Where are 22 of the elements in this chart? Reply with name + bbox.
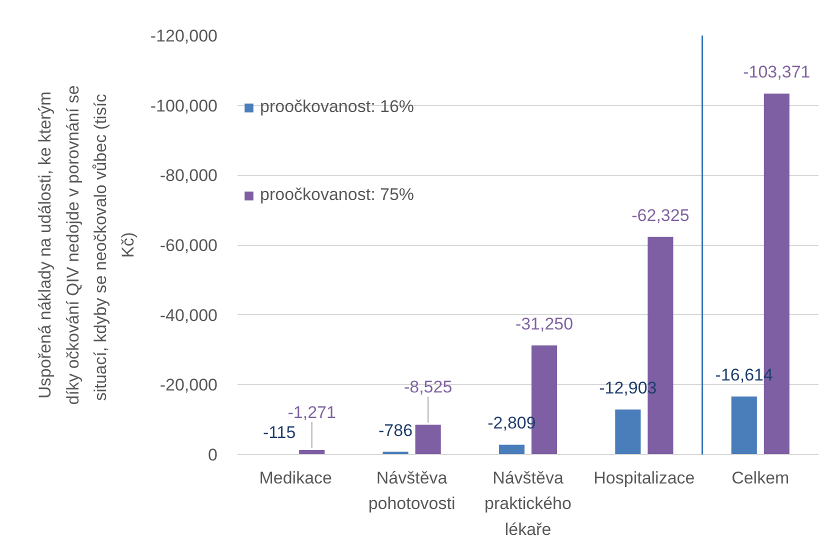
data-label: -103,371 [743, 62, 810, 82]
y-tick-label: -60,000 [160, 236, 218, 255]
y-tick-label: -100,000 [150, 96, 218, 116]
legend-label: proočkovanost: 16% [260, 97, 414, 117]
data-label: -8,525 [404, 378, 452, 397]
legend-label: proočkovanost: 75% [260, 185, 414, 205]
y-tick-label: 0 [208, 446, 218, 464]
data-label: -115 [262, 423, 296, 442]
data-label: -786 [378, 420, 413, 440]
x-tick-label: Návštěva pohotovosti [368, 468, 456, 514]
y-tick-label: -80,000 [160, 166, 218, 186]
x-tick-label: Hospitalizace [594, 468, 695, 488]
y-tick-label: -40,000 [160, 306, 218, 325]
data-label: -62,325 [632, 206, 690, 225]
y-tick-label: -120,000 [150, 26, 218, 46]
data-label: -31,250 [515, 314, 574, 334]
y-axis-title: Uspořená náklady na události, ke kterým díky očkování QIV nedojde v porovnání se situací, kdyby se neočkovalo vůbec (tisíc Kč) [36, 85, 138, 405]
x-tick-label: Medikace [259, 468, 332, 488]
data-label: -1,271 [288, 403, 336, 422]
x-tick-label: Návštěva praktického lékaře [484, 468, 572, 539]
x-tick-label: Celkem [732, 468, 790, 488]
y-tick-label: -20,000 [160, 376, 218, 395]
